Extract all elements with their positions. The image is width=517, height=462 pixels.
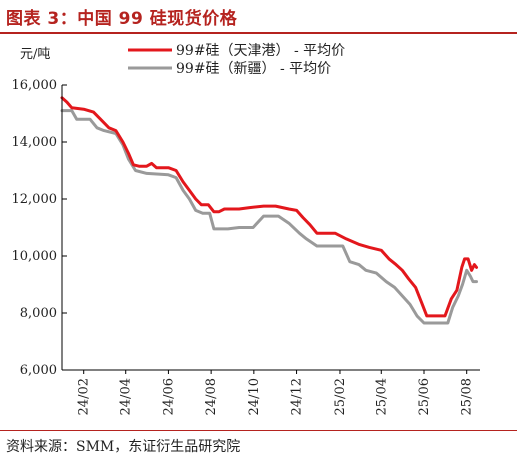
- y-axis-label: 元/吨: [20, 47, 50, 62]
- x-axis-ticks: 24/02 24/04 24/06 24/08 24/10 24/12 25/02 25/04…: [77, 370, 475, 415]
- x-tick-label: 25/06: [417, 378, 432, 415]
- x-tick-label: 24/12: [290, 378, 305, 415]
- y-tick-label: 10,000: [12, 249, 58, 264]
- title-rule: [0, 32, 517, 34]
- y-tick-label: 8,000: [20, 306, 57, 321]
- y-tick-label: 14,000: [12, 135, 58, 150]
- x-tick-label: 25/04: [374, 378, 389, 415]
- x-tick-label: 24/02: [77, 378, 92, 415]
- x-tick-label: 25/08: [460, 378, 475, 415]
- legend: 99#硅（天津港） - 平均价 99#硅（新疆） - 平均价: [128, 43, 345, 77]
- y-tick-label: 16,000: [12, 78, 58, 93]
- legend-label-0: 99#硅（天津港） - 平均价: [176, 43, 345, 59]
- source-note: 资料来源：SMM，东证衍生品研究院: [6, 439, 241, 455]
- series-layer: [60, 96, 478, 325]
- series-line-0: [60, 96, 478, 318]
- y-tick-label: 6,000: [20, 363, 57, 378]
- x-tick-label: 24/08: [204, 378, 219, 415]
- series-line-1: [60, 109, 478, 325]
- y-axis-ticks: 6,000 8,000 10,000 12,000 14,000 16,000: [12, 78, 67, 378]
- x-tick-label: 24/10: [247, 378, 262, 415]
- x-tick-label: 24/06: [161, 378, 176, 415]
- x-tick-label: 25/02: [333, 378, 348, 415]
- x-tick-label: 24/04: [119, 378, 134, 415]
- source-rule: [0, 430, 517, 431]
- y-tick-label: 12,000: [12, 192, 58, 207]
- legend-label-1: 99#硅（新疆） - 平均价: [176, 61, 331, 77]
- figure-title: 图表 3：中国 99 硅现货价格: [6, 9, 238, 29]
